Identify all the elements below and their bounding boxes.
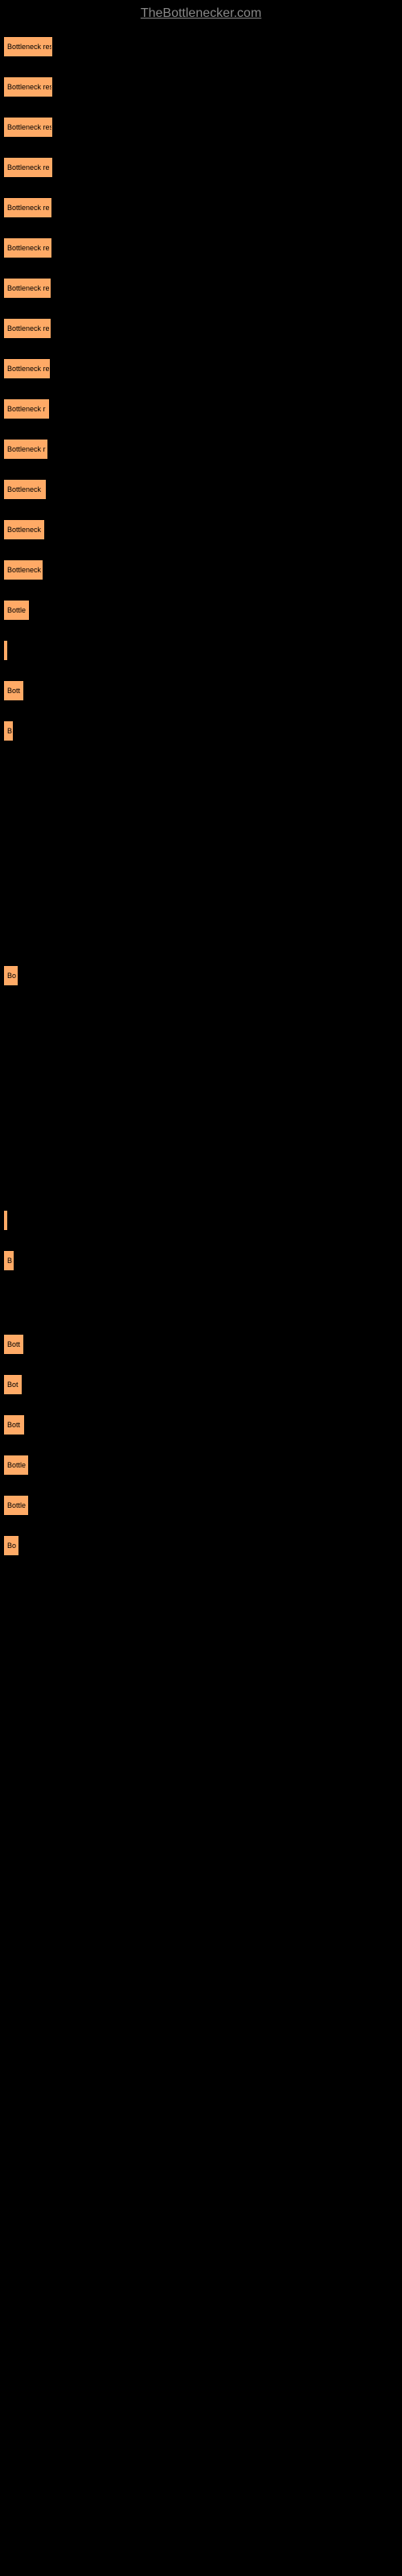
bar-row: Bottleneck res — [4, 118, 402, 137]
bar-row: Bottleneck re — [4, 198, 402, 217]
bar-row: Bottleneck re — [4, 238, 402, 258]
chart-bar — [4, 641, 7, 660]
site-link[interactable]: TheBottlenecker.com — [0, 0, 402, 21]
bar-row: Bottleneck res — [4, 37, 402, 56]
bar-row: Bottle — [4, 1455, 402, 1475]
bar-row: Bott — [4, 681, 402, 700]
chart-bar: Bottleneck re — [4, 198, 51, 217]
bar-row: Bott — [4, 1335, 402, 1354]
chart-bar: Bo — [4, 1536, 18, 1555]
chart-bar: Bott — [4, 1415, 24, 1435]
chart-bar: Bott — [4, 1335, 23, 1354]
chart-bar: Bott — [4, 681, 23, 700]
bar-row: Bottleneck re — [4, 359, 402, 378]
chart-bar: Bottle — [4, 1455, 28, 1475]
chart-bar: Bottle — [4, 1496, 28, 1515]
bar-row: Bo — [4, 1536, 402, 1555]
bar-row: Bottleneck — [4, 520, 402, 539]
chart-bar: Bottleneck — [4, 560, 43, 580]
bar-row: Bottleneck r — [4, 440, 402, 459]
chart-bar: Bottleneck — [4, 480, 46, 499]
chart-bar: Bottleneck re — [4, 238, 51, 258]
bar-row — [4, 1211, 402, 1230]
chart-bar: Bottleneck re — [4, 158, 52, 177]
chart-bar: Bottleneck re — [4, 279, 51, 298]
bar-row: Bottleneck re — [4, 279, 402, 298]
bar-row: Bottleneck — [4, 480, 402, 499]
chart-bar: Bottleneck r — [4, 399, 49, 419]
bar-chart: Bottleneck res Bottleneck res Bottleneck r… — [0, 21, 402, 1555]
chart-bar: Bottleneck r — [4, 440, 47, 459]
chart-bar: Bottleneck re — [4, 359, 50, 378]
chart-bar: B — [4, 721, 13, 741]
chart-bar: Bot — [4, 1375, 22, 1394]
chart-bar: Bottleneck — [4, 520, 44, 539]
chart-bar: Bottleneck re — [4, 319, 51, 338]
chart-bar: Bottleneck res — [4, 77, 52, 97]
chart-bar: Bottle — [4, 601, 29, 620]
bar-row: Bottleneck res — [4, 77, 402, 97]
bar-row: Bottle — [4, 1496, 402, 1515]
chart-bar: Bottleneck res — [4, 37, 52, 56]
bar-row: Bot — [4, 1375, 402, 1394]
bar-row: Bottleneck re — [4, 158, 402, 177]
bar-row: Bottleneck — [4, 560, 402, 580]
bar-row — [4, 641, 402, 660]
bar-row: Bo — [4, 966, 402, 985]
bar-row: B — [4, 721, 402, 741]
chart-bar: Bottleneck res — [4, 118, 52, 137]
bar-row: Bottleneck re — [4, 319, 402, 338]
chart-bar: B — [4, 1251, 14, 1270]
bar-row: B — [4, 1251, 402, 1270]
bar-row: Bott — [4, 1415, 402, 1435]
chart-bar: Bo — [4, 966, 18, 985]
chart-bar — [4, 1211, 7, 1230]
bar-row: Bottle — [4, 601, 402, 620]
bar-row: Bottleneck r — [4, 399, 402, 419]
